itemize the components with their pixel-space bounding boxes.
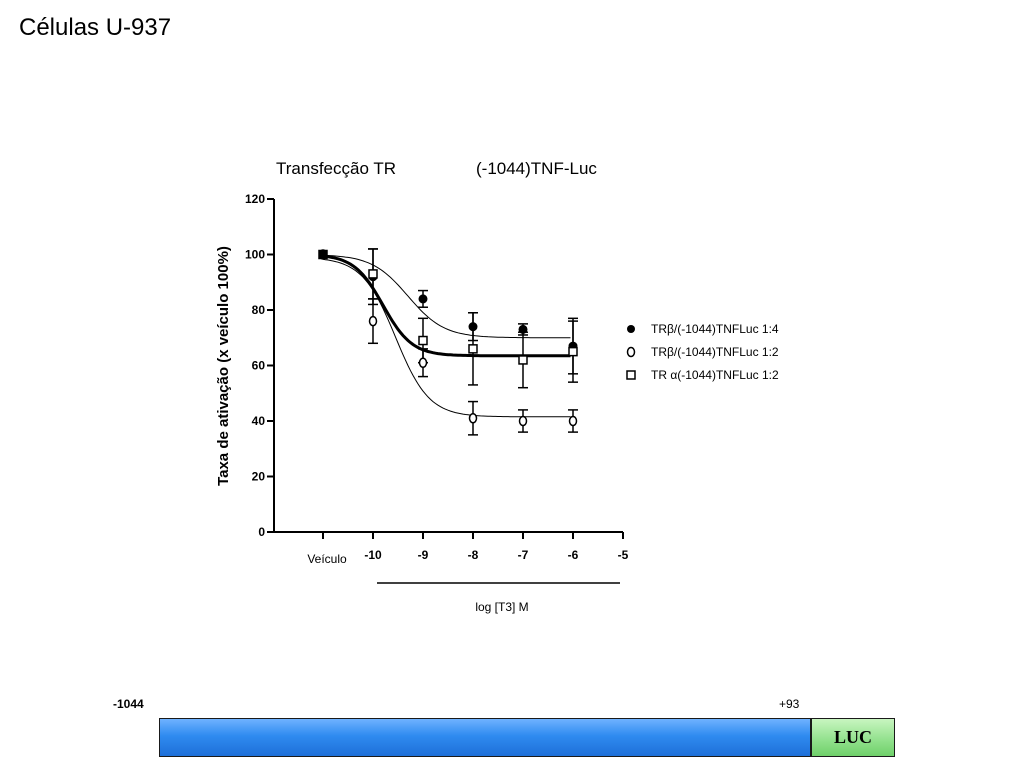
data-point-series-2: [368, 315, 378, 327]
data-point-series-2: [568, 415, 578, 427]
data-point-series-2: [418, 357, 428, 368]
x-tick-label: -9: [418, 548, 429, 562]
x-axis-label: log [T3] M: [475, 600, 528, 614]
x-tick-label: -8: [468, 548, 479, 562]
dose-response-chart: Transfecção TR (-1044)TNF-Luc 0 20 40 60 80 100…: [215, 159, 779, 614]
legend-label-series-3: TR α(-1044)TNFLuc 1:2: [651, 368, 779, 382]
data-point-series-2: [468, 412, 478, 424]
construct-end-label: +93: [779, 697, 800, 711]
y-tick-label: 100: [245, 248, 265, 262]
data-point-series-3: [418, 335, 428, 346]
data-point-series-3: [468, 344, 478, 354]
x-tick-label: -5: [618, 548, 629, 562]
y-axis-label: Taxa de ativação (x veículo 100%): [215, 246, 232, 486]
x-tick-label: -10: [364, 548, 382, 562]
x-tick-label: -6: [568, 548, 579, 562]
data-point-series-1: [468, 322, 478, 332]
y-tick-label: 80: [252, 303, 266, 317]
slide-title: Células U-937: [19, 14, 172, 41]
y-tick-label: 120: [245, 192, 265, 206]
promoter-bar: [159, 718, 811, 757]
data-point-series-3: [568, 346, 578, 357]
data-point-series-3: [318, 249, 328, 260]
construct-start-label: -1044: [113, 697, 144, 711]
y-tick-label: 20: [252, 470, 266, 484]
y-tick-label: 60: [252, 359, 266, 373]
data-point-series-1: [418, 294, 428, 304]
luc-reporter-box: LUC: [811, 718, 895, 757]
legend-label-series-2: TRβ/(-1044)TNFLuc 1:2: [651, 345, 779, 359]
data-point-series-1: [518, 324, 528, 334]
fit-curve-series-3: [322, 254, 571, 358]
legend-marker-series-1: [627, 325, 635, 333]
chart-title-left: Transfecção TR: [276, 159, 396, 178]
y-tick-label: 0: [258, 525, 265, 539]
legend-marker-series-2: [626, 346, 636, 358]
x-tick-label: -7: [518, 548, 529, 562]
legend-label-series-1: TRβ/(-1044)TNFLuc 1:4: [651, 322, 779, 336]
data-point-series-3: [368, 269, 378, 279]
data-point-series-2: [518, 415, 528, 427]
fit-curve-series-1: [322, 254, 571, 339]
data-point-series-3: [518, 355, 528, 365]
chart-title-right: (-1044)TNF-Luc: [476, 159, 597, 178]
legend-marker-series-3: [626, 370, 636, 380]
x-tick-label: Veículo: [307, 552, 347, 566]
y-tick-label: 40: [252, 414, 266, 428]
